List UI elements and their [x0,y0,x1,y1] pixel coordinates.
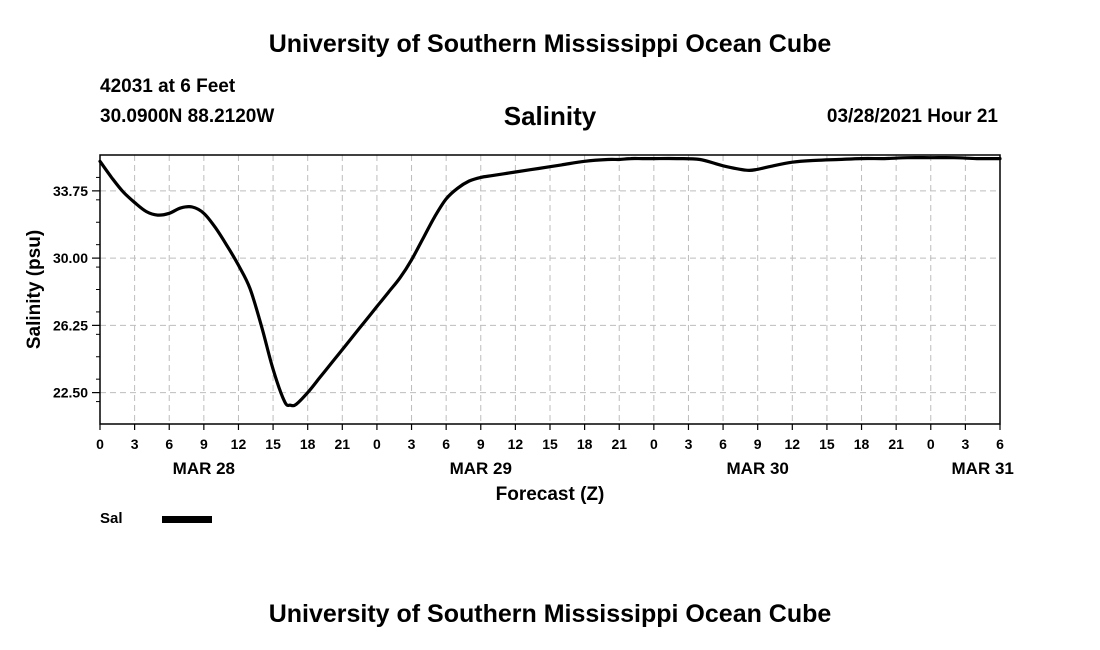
x-tick-label: 9 [754,436,762,452]
legend-label: Sal [100,510,123,527]
axis-ticks [92,176,1001,430]
y-tick-label: 26.25 [53,317,88,333]
bottom-title: University of Southern Mississippi Ocean… [268,600,832,628]
station-coordinates: 30.0900N 88.2120W [100,106,275,127]
series-line-sal [98,156,1002,408]
x-axis-title: Forecast (Z) [496,484,605,505]
x-tick-label: 18 [854,436,870,452]
y-tick-labels: 22.50 26.25 30.00 33.75 [53,183,88,401]
x-tick-label: 0 [650,436,658,452]
station-label: 42031 at 6 Feet [100,76,236,97]
x-tick-label: 3 [131,436,139,452]
x-tick-label: 0 [373,436,381,452]
x-tick-label: 0 [927,436,935,452]
x-tick-label: 6 [165,436,173,452]
x-tick-label: 9 [200,436,208,452]
x-tick-labels: 0 3 6 9 12 15 18 21 0 3 6 9 12 15 18 21 0 3 6 9 12 15 18 21 0 3 6 [96,436,1004,452]
y-tick-label: 22.50 [53,385,88,401]
x-tick-label: 15 [265,436,281,452]
forecast-datetime: 03/28/2021 Hour 21 [826,106,998,127]
x-tick-label: 15 [819,436,835,452]
top-title: University of Southern Mississippi Ocean… [268,30,832,58]
x-tick-label: 3 [961,436,969,452]
date-labels: MAR 28 MAR 29 MAR 30 MAR 31 [173,459,1014,478]
x-tick-label: 3 [408,436,416,452]
x-tick-label: 9 [477,436,485,452]
x-tick-label: 0 [96,436,104,452]
x-tick-label: 12 [785,436,801,452]
x-tick-label: 21 [335,436,351,452]
y-tick-label: 30.00 [53,250,88,266]
date-label: MAR 31 [952,459,1014,478]
x-tick-label: 12 [508,436,524,452]
x-tick-label: 6 [442,436,450,452]
date-label: MAR 28 [173,459,235,478]
date-label: MAR 29 [450,459,512,478]
date-label: MAR 30 [727,459,789,478]
y-tick-label: 33.75 [53,183,88,199]
x-tick-label: 21 [611,436,627,452]
x-tick-label: 18 [577,436,593,452]
x-tick-label: 12 [231,436,247,452]
legend-swatch [162,516,212,523]
plot-frame [99,154,1001,425]
x-tick-label: 18 [300,436,316,452]
x-tick-label: 6 [996,436,1004,452]
x-tick-label: 6 [719,436,727,452]
x-tick-label: 21 [888,436,904,452]
series-lines [98,156,1002,408]
grid-lines [100,155,1000,424]
parameter-title: Salinity [503,101,597,131]
x-tick-label: 15 [542,436,558,452]
x-tick-label: 3 [685,436,693,452]
y-axis-title: Salinity (psu) [24,230,45,349]
